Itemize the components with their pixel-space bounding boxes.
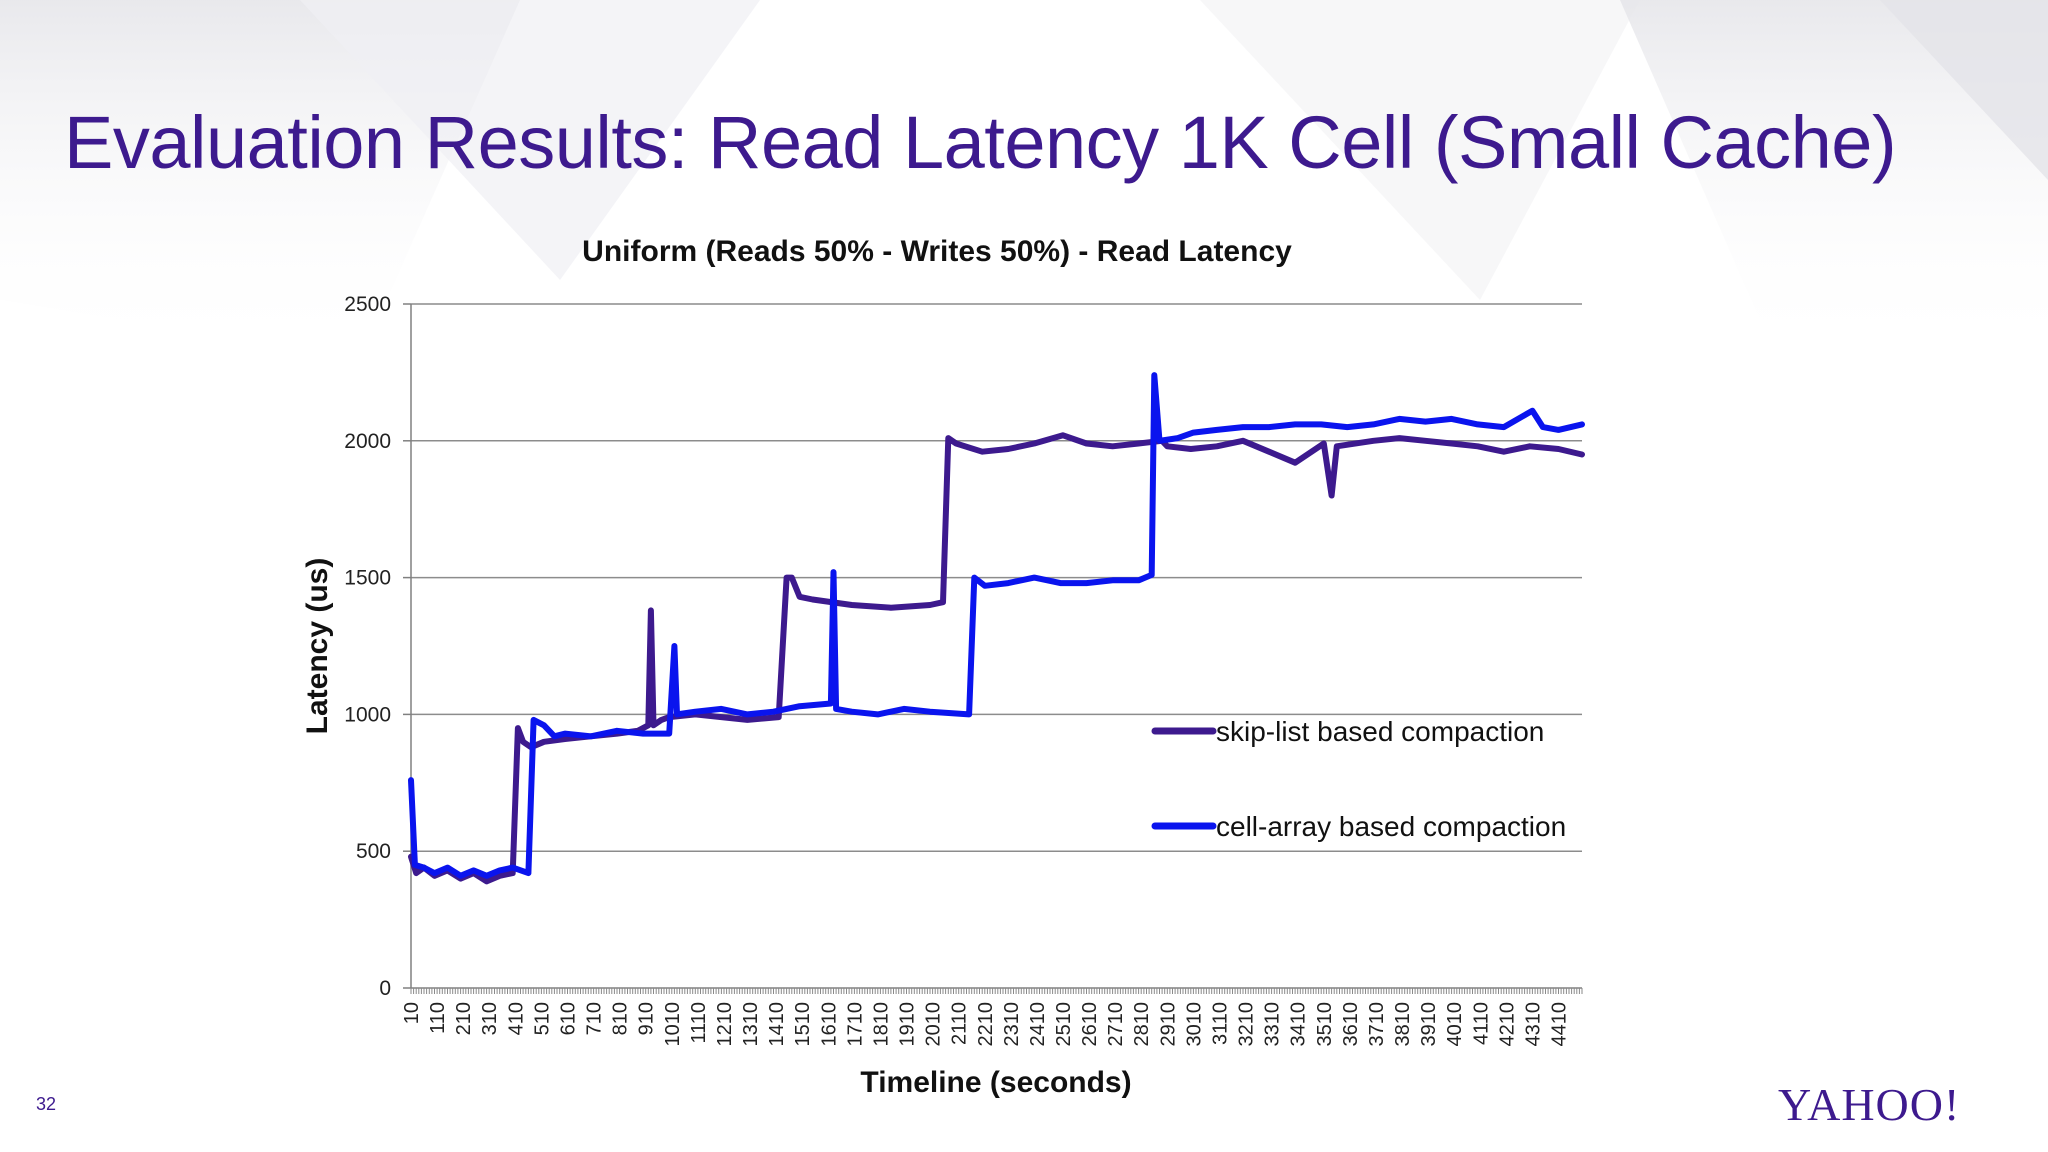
x-tick-label: 610 xyxy=(558,1002,580,1035)
x-tick-label: 1510 xyxy=(792,1002,814,1047)
x-tick-label: 3210 xyxy=(1236,1002,1258,1047)
x-tick-label: 910 xyxy=(636,1002,658,1035)
x-tick-label: 3310 xyxy=(1262,1002,1284,1047)
series-lines xyxy=(408,372,1585,885)
gridlines xyxy=(410,303,1582,989)
x-tick-label: 1610 xyxy=(818,1002,840,1047)
x-tick-label: 410 xyxy=(505,1002,527,1035)
x-tick-label: 4410 xyxy=(1549,1002,1571,1047)
x-tick-label: 110 xyxy=(427,1002,449,1034)
slide-number: 32 xyxy=(36,1094,57,1114)
x-tick-label: 4010 xyxy=(1444,1002,1466,1047)
x-tick-label: 2510 xyxy=(1053,1002,1075,1047)
x-axis-label: Timeline (seconds) xyxy=(860,1066,1131,1099)
x-minor-ticks xyxy=(410,988,1583,994)
x-tick-label: 2010 xyxy=(923,1002,945,1047)
x-tick-label: 2310 xyxy=(1001,1002,1023,1047)
legend-label: skip-list based compaction xyxy=(1216,716,1544,747)
x-tick-label: 3010 xyxy=(1183,1002,1205,1047)
x-tick-label: 2610 xyxy=(1079,1002,1101,1047)
x-tick-label: 3810 xyxy=(1392,1002,1414,1047)
slide-title: Evaluation Results: Read Latency 1K Cell… xyxy=(64,101,1897,184)
y-tick-label: 500 xyxy=(356,840,391,863)
x-tick-label: 2910 xyxy=(1157,1002,1179,1047)
y-axis-label: Latency (us) xyxy=(301,558,334,735)
x-tick-label: 1110 xyxy=(688,1002,710,1044)
x-tick-label: 1210 xyxy=(714,1002,736,1047)
chart-title: Uniform (Reads 50% - Writes 50%) - Read … xyxy=(582,235,1292,268)
y-tick-label: 2500 xyxy=(344,293,391,316)
x-tick-label: 3710 xyxy=(1366,1002,1388,1047)
x-tick-label: 510 xyxy=(531,1002,553,1035)
x-tick-label: 710 xyxy=(584,1002,606,1035)
x-tick-label: 1310 xyxy=(740,1002,762,1047)
series-line-skip-list xyxy=(408,432,1585,885)
y-axis-ticks: 0 500 1000 1500 2000 2500 xyxy=(344,293,411,1000)
x-tick-label: 310 xyxy=(479,1002,501,1035)
x-tick-label: 1410 xyxy=(766,1002,788,1047)
x-tick-label: 3110 xyxy=(1210,1002,1232,1045)
x-tick-label: 1810 xyxy=(870,1002,892,1047)
x-tick-label: 2210 xyxy=(975,1002,997,1047)
legend-label: cell-array based compaction xyxy=(1216,811,1566,842)
y-tick-label: 1500 xyxy=(344,567,391,590)
x-tick-label: 1010 xyxy=(662,1002,684,1047)
x-tick-label: 3910 xyxy=(1418,1002,1440,1047)
x-tick-label: 4110 xyxy=(1470,1002,1492,1045)
legend: skip-list based compaction cell-array bas… xyxy=(1151,716,1566,842)
y-tick-label: 2000 xyxy=(344,430,391,453)
yahoo-logo: YAHOO! xyxy=(1778,1079,1961,1130)
series-line-cell-array xyxy=(408,372,1585,879)
x-tick-label: 2110 xyxy=(949,1002,971,1045)
x-tick-label: 2810 xyxy=(1131,1002,1153,1047)
x-tick-label: 3510 xyxy=(1314,1002,1336,1047)
x-tick-label: 4210 xyxy=(1496,1002,1518,1047)
x-tick-label: 1910 xyxy=(897,1002,919,1047)
x-tick-label: 4310 xyxy=(1522,1002,1544,1047)
x-tick-label: 1710 xyxy=(844,1002,866,1047)
x-tick-label: 2410 xyxy=(1027,1002,1049,1047)
y-tick-label: 1000 xyxy=(344,703,391,726)
x-tick-label: 3610 xyxy=(1340,1002,1362,1047)
x-tick-label: 10 xyxy=(401,1002,423,1024)
y-tick-label: 0 xyxy=(379,977,391,1000)
x-tick-label: 210 xyxy=(453,1002,475,1035)
x-tick-label: 3410 xyxy=(1288,1002,1310,1047)
x-tick-label: 2710 xyxy=(1105,1002,1127,1047)
x-tick-label: 810 xyxy=(610,1002,632,1035)
